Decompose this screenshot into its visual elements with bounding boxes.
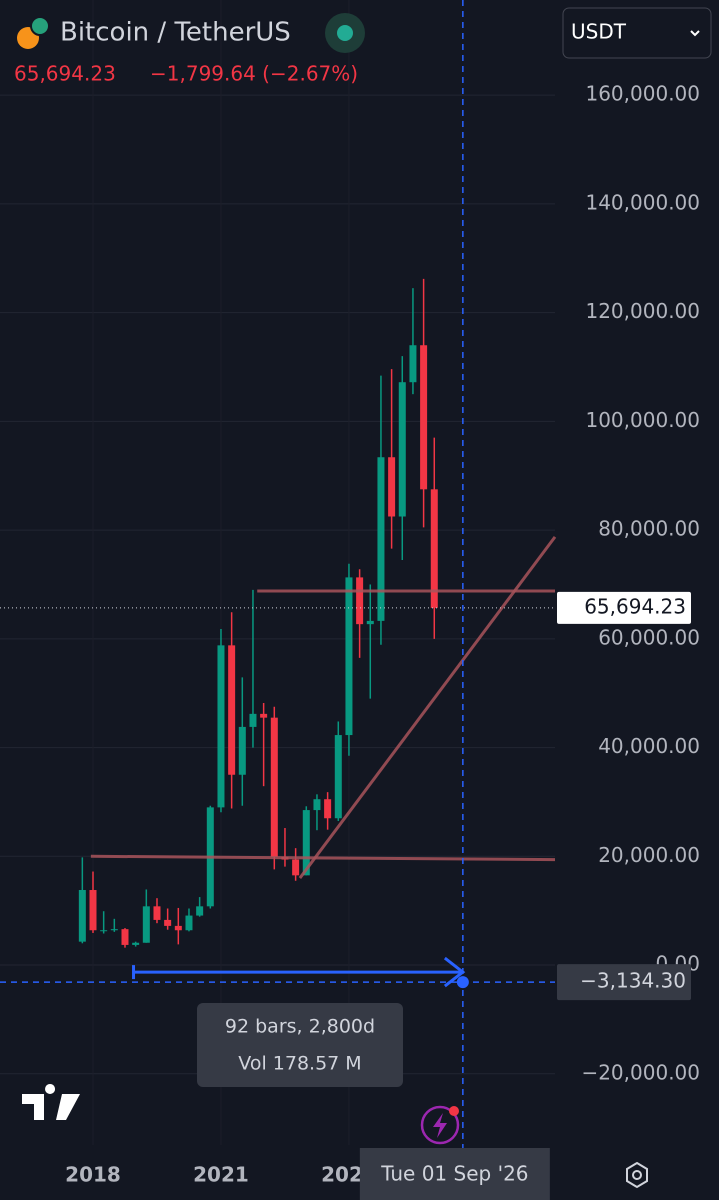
candle-body [420, 345, 428, 490]
settings-center [632, 1170, 642, 1180]
last-price-box [557, 591, 691, 624]
currency-label: USDT [571, 20, 627, 44]
y-tick-label: 40,000.00 [598, 734, 700, 758]
currency-select[interactable] [562, 7, 712, 59]
candle-body [238, 726, 246, 775]
dropdown-caret [690, 30, 700, 37]
header-price: 65,694.23 [14, 62, 116, 86]
lightning-icon [433, 1113, 447, 1138]
candle-body [185, 915, 193, 931]
candle-body [132, 942, 140, 945]
trend-drawing [90, 854, 556, 862]
trend-drawing [298, 535, 557, 879]
last-price-label: 65,694.23 [584, 594, 686, 618]
settings-button[interactable] [626, 1161, 648, 1189]
candle-body [249, 713, 257, 727]
candle-body [196, 906, 204, 916]
crosshair-date-label: Tue 01 Sep '26 [380, 1162, 528, 1186]
candle-body [270, 717, 278, 857]
candle-body [142, 906, 150, 943]
notification-dot [449, 1106, 459, 1116]
candle-body [388, 457, 396, 517]
candle-body [217, 645, 225, 808]
y-tick-label: 140,000.00 [585, 190, 700, 214]
candle-body [324, 799, 332, 819]
measure-arrow-head [443, 956, 466, 988]
y-tick-label: 20,000.00 [598, 843, 700, 867]
y-tick-label: 80,000.00 [598, 517, 700, 541]
candle-body [430, 489, 438, 608]
candle-body [356, 577, 364, 625]
candle-body [398, 382, 406, 517]
candle-body [260, 713, 268, 718]
measure-end-dot [456, 976, 469, 989]
candle-body [164, 919, 172, 926]
candle-body [409, 345, 417, 383]
lightning-button[interactable] [420, 1105, 460, 1145]
candle-body [153, 906, 161, 920]
x-tick-label: 2018 [65, 1163, 121, 1187]
candle-body [89, 890, 97, 931]
header-change: −1,799.64 (−2.67%) [150, 62, 358, 86]
y-tick-label: 100,000.00 [585, 408, 700, 432]
candle-body [100, 930, 108, 932]
candle-body [377, 457, 385, 621]
candle-body [110, 929, 118, 931]
candle-body [313, 799, 321, 811]
crosshair-date-box [359, 1148, 550, 1200]
measure-tooltip [197, 1003, 403, 1087]
candle-body [366, 620, 374, 625]
y-tick-label: 60,000.00 [598, 625, 700, 649]
candle-body [228, 645, 236, 775]
symbol-title: Bitcoin / TetherUS [60, 18, 291, 48]
y-tick-label: 120,000.00 [585, 299, 700, 323]
candle-body [345, 577, 353, 736]
candle-body [121, 929, 129, 945]
x-tick-label: 2021 [193, 1163, 249, 1187]
measure-volume: Vol 178.57 M [238, 1053, 361, 1075]
market-status [337, 25, 353, 41]
crosshair-price-label: −3,134.30 [580, 969, 686, 993]
candle-body [302, 810, 310, 876]
y-tick-label: −20,000.00 [581, 1060, 700, 1084]
crosshair-price-box [557, 964, 691, 1001]
measure-bars: 92 bars, 2,800d [225, 1016, 375, 1038]
candle-body [174, 925, 182, 931]
tether-icon [30, 16, 50, 36]
candle-body [78, 890, 86, 942]
y-tick-label: 160,000.00 [585, 82, 700, 106]
tradingview-logo [22, 1084, 80, 1120]
candle-body [334, 735, 342, 819]
candle-body [292, 859, 300, 876]
